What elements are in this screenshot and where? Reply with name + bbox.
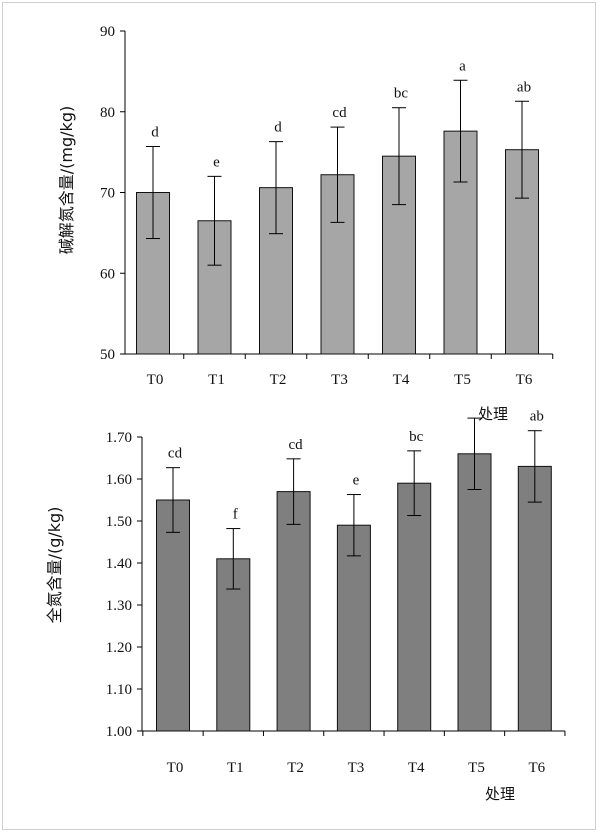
chart2-ytick-label: 1.60: [106, 472, 132, 488]
chart2-significance-label: f: [233, 507, 238, 523]
chart1-significance-label: bc: [394, 86, 409, 102]
chart1-xtick-label: T5: [454, 372, 471, 388]
chart2-xtick-label: T5: [468, 760, 485, 776]
chart2-bar: [156, 499, 190, 732]
chart1-ylabel: 碱解氮含量/(mg/kg): [57, 106, 76, 254]
chart2-ytick-label: 1.20: [106, 640, 132, 656]
chart2-ytick-label: 1.50: [106, 514, 132, 530]
chart2-xtick-label: T2: [287, 760, 304, 776]
chart2-xtick-label: T4: [408, 760, 425, 776]
chart1-ytick-label: 90: [100, 24, 115, 40]
chart2-xlabel: 处理: [485, 785, 515, 803]
chart2-ytick-label: 1.10: [106, 682, 132, 698]
chart2-bar: [336, 524, 371, 732]
chart2-ytick-label: 1.00: [106, 724, 132, 740]
chart1-ytick-label: 60: [100, 266, 115, 282]
chart1-xtick-label: T0: [147, 372, 164, 388]
chart2-significance-label: ab: [530, 409, 544, 425]
chart1-ytick-label: 80: [100, 105, 115, 121]
chart1-xtick-label: T3: [331, 372, 348, 388]
chart2-bar: [457, 453, 492, 732]
chart1-xtick-label: T2: [270, 372, 287, 388]
chart2-bar: [517, 465, 552, 732]
chart2-bar: [397, 482, 432, 732]
chart2-xtick-label: T1: [227, 760, 244, 776]
chart2-ytick-label: 1.30: [106, 598, 132, 614]
chart1-xtick-label: T1: [208, 372, 225, 388]
chart2-bar: [276, 491, 311, 732]
chart1-xlabel: 处理: [478, 405, 508, 423]
chart1-xtick-label: T4: [393, 372, 410, 388]
chart2-significance-label: e: [353, 473, 360, 489]
chart1-significance-label: ab: [517, 79, 531, 95]
chart1-significance-label: d: [274, 120, 282, 136]
chart2-xtick-label: T0: [167, 760, 184, 776]
chart2-ytick-label: 1.70: [106, 430, 132, 446]
chart1-xtick-label: T6: [516, 372, 533, 388]
chart1-bar: [320, 174, 355, 355]
chart2-significance-label: cd: [168, 446, 183, 462]
chart2-significance-label: cd: [289, 437, 304, 453]
chart2-xtick-label: T6: [528, 760, 545, 776]
chart2-significance-label: bc: [409, 429, 424, 445]
chart1-significance-label: e: [213, 154, 220, 170]
chart1-significance-label: cd: [332, 105, 347, 121]
chart1-significance-label: d: [151, 124, 159, 140]
chart1-significance-label: a: [459, 58, 466, 74]
chart1-ytick-label: 70: [100, 186, 115, 202]
chart2-ytick-label: 1.40: [106, 556, 132, 572]
chart2-ylabel: 全氮含量/(g/kg): [45, 507, 64, 624]
chart1-bar: [443, 130, 478, 355]
chart2-xtick-label: T3: [348, 760, 365, 776]
chart1-ytick-label: 50: [100, 347, 115, 363]
